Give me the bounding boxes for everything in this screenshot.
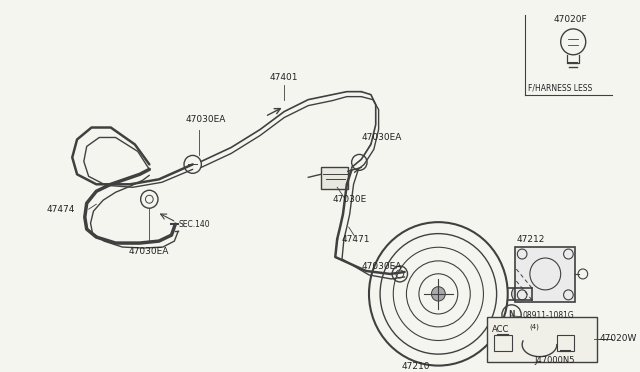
Bar [494,335,511,351]
Bar [515,247,575,302]
Text: 47474: 47474 [46,205,75,214]
Bar [557,335,574,351]
Text: 47030EA: 47030EA [186,115,227,124]
Circle shape [431,287,445,301]
Text: 47212: 47212 [516,235,545,244]
Text: 47020W: 47020W [599,334,637,343]
Text: SEC.140: SEC.140 [178,219,210,229]
Circle shape [511,286,527,302]
Text: 47020F: 47020F [554,15,588,25]
Text: 47401: 47401 [269,73,298,82]
Text: ACC: ACC [492,325,509,334]
Text: 47471: 47471 [342,235,371,244]
Text: 47030E: 47030E [332,195,367,204]
Text: (4): (4) [529,324,539,330]
Text: 47210: 47210 [402,362,431,371]
Text: 08911-1081G: 08911-1081G [522,311,574,320]
Text: 47030EA: 47030EA [361,263,402,272]
Bar [321,167,348,189]
Text: J47000N5: J47000N5 [534,356,575,365]
Text: F/HARNESS LESS: F/HARNESS LESS [528,83,592,92]
Text: 47030EA: 47030EA [128,247,168,256]
Bar [486,317,597,362]
Text: N: N [508,310,515,319]
Text: 47030EA: 47030EA [361,133,402,142]
